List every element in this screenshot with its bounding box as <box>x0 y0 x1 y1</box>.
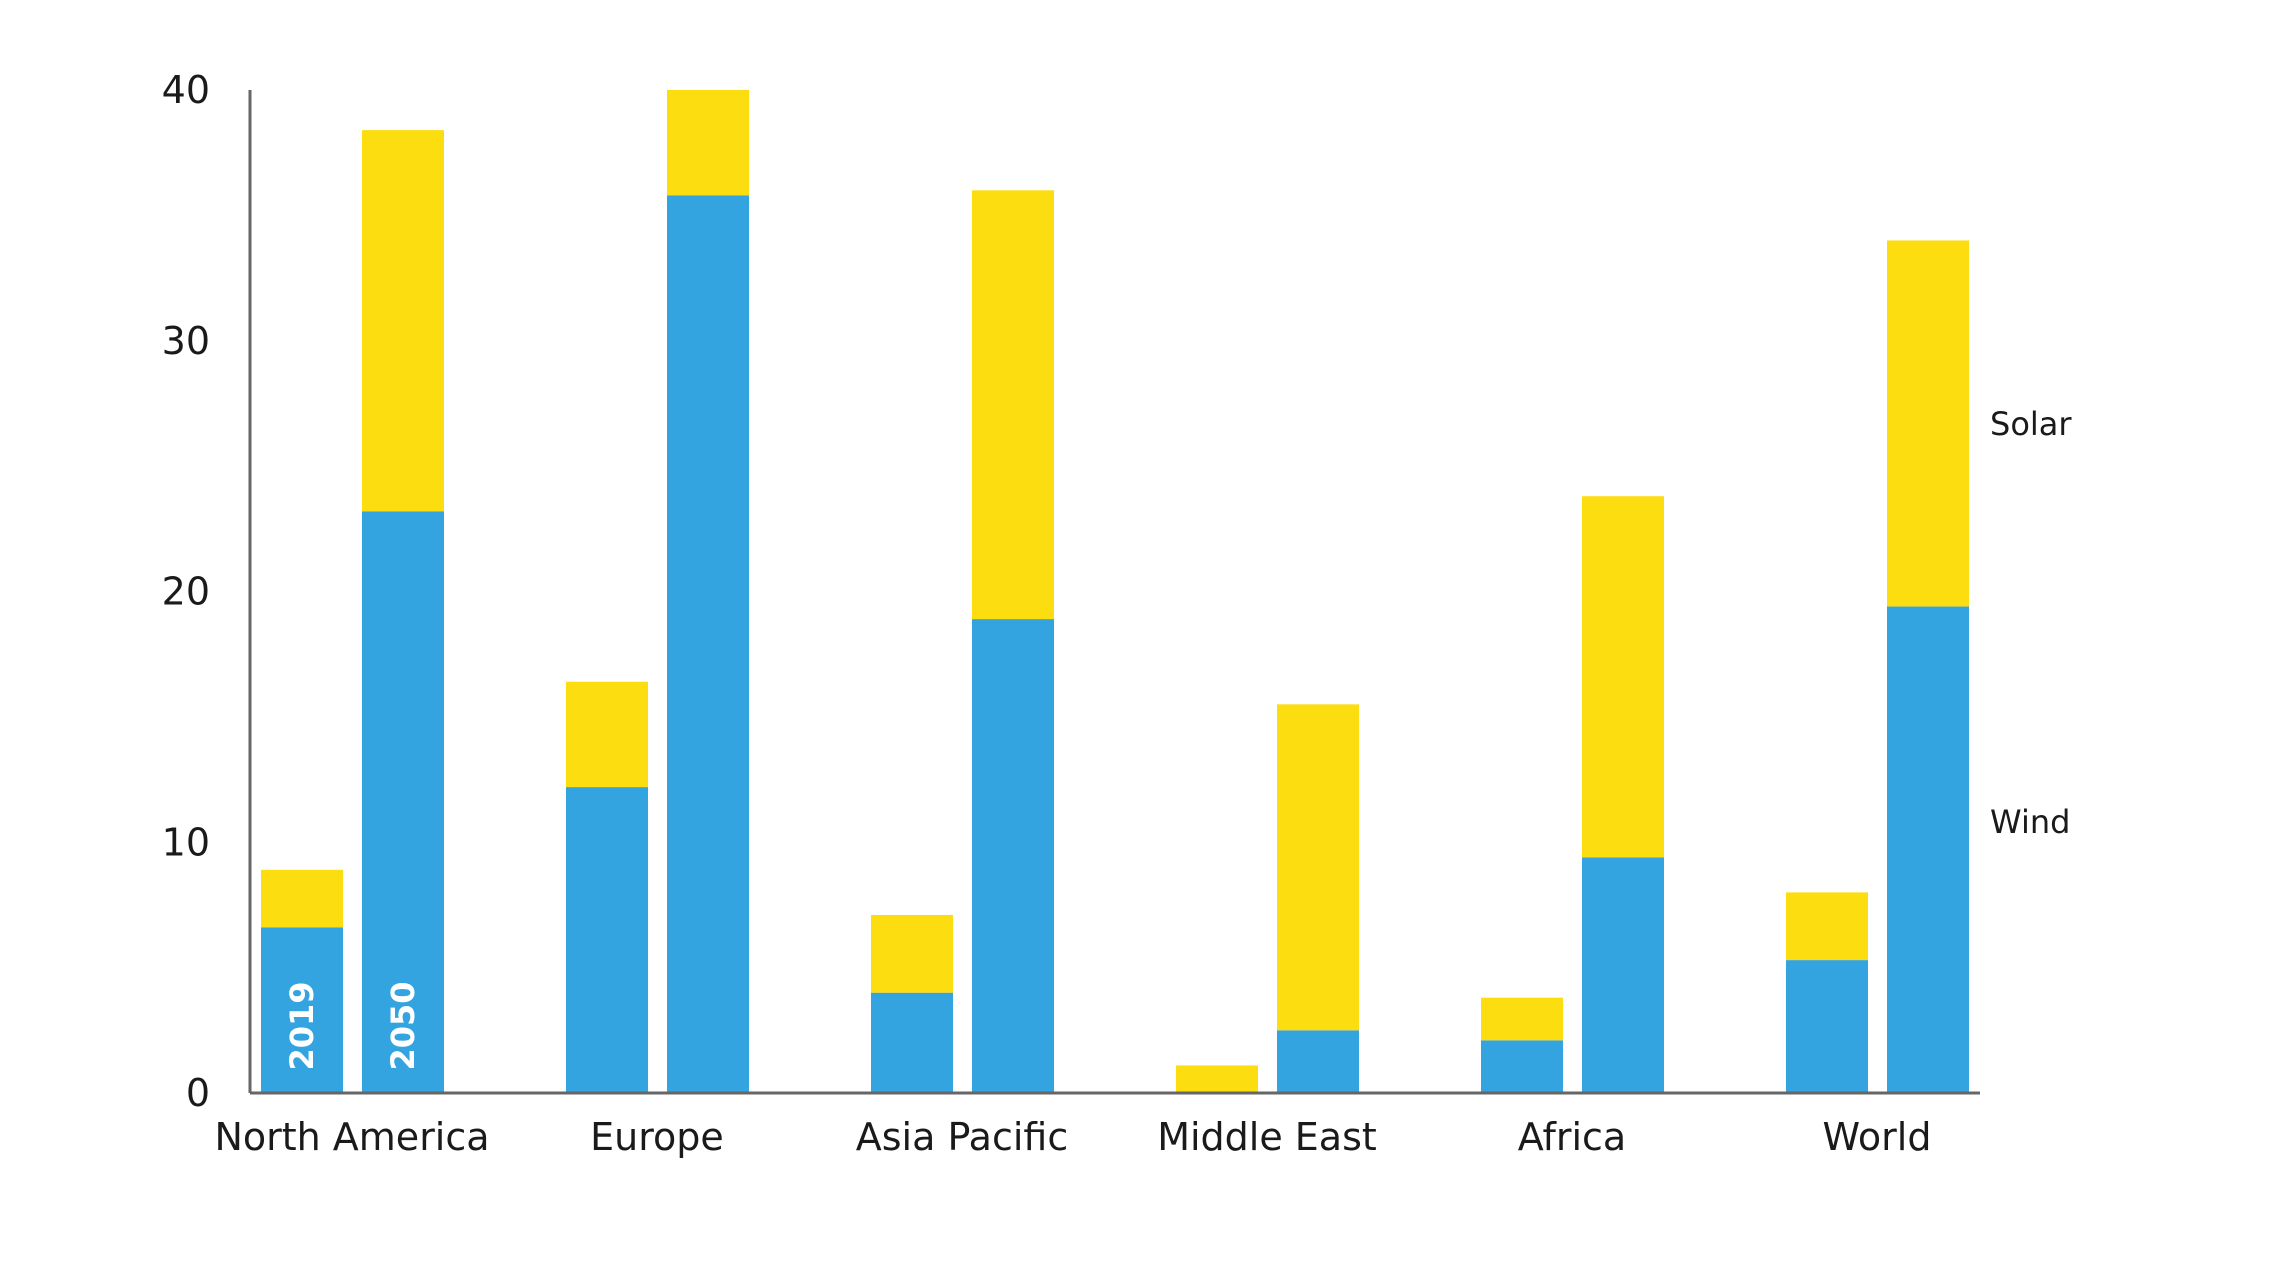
bar-solar-2019 <box>1481 997 1563 1041</box>
bar-solar-2019 <box>1176 1065 1258 1093</box>
bar-wind-2019 <box>1481 1040 1563 1093</box>
bar-wind-2050 <box>1277 1030 1359 1093</box>
bar-wind-2019 <box>871 992 953 1093</box>
category-label: World <box>1823 1115 1932 1159</box>
y-tick-label: 10 <box>162 820 210 864</box>
bar-wind-2050 <box>1887 606 1969 1093</box>
bar-solar-2050 <box>667 90 749 196</box>
category-label: Middle East <box>1157 1115 1377 1159</box>
bar-wind-2050 <box>1582 857 1664 1093</box>
category-labels: North America Europe Asia Pacific Middle Ea… <box>214 1115 1931 1159</box>
bar-solar-2050 <box>1277 704 1359 1031</box>
category-label: Africa <box>1518 1115 1626 1159</box>
bar-solar-2050 <box>362 130 444 512</box>
bar-solar-2019 <box>261 869 343 928</box>
bar-wind-2050 <box>362 511 444 1093</box>
bar-solar-2019 <box>566 681 648 788</box>
year-labels: 2019 2050 <box>283 981 422 1070</box>
y-tick-label: 0 <box>186 1071 210 1115</box>
bars-group <box>261 90 1969 1093</box>
category-label: North America <box>214 1115 489 1159</box>
series-label-wind: Wind <box>1990 803 2070 841</box>
y-tick-label: 20 <box>162 570 210 614</box>
bar-solar-2019 <box>1786 892 1868 961</box>
bar-solar-2050 <box>1887 240 1969 607</box>
bar-wind-2050 <box>667 195 749 1093</box>
year-label-2019: 2019 <box>283 981 321 1070</box>
category-label: Asia Pacific <box>856 1115 1069 1159</box>
bar-solar-2050 <box>972 190 1054 620</box>
category-label: Europe <box>590 1115 724 1159</box>
year-label-2050: 2050 <box>384 981 422 1070</box>
y-tick-labels: 0 10 20 30 40 <box>162 68 210 1115</box>
y-tick-label: 30 <box>162 319 210 363</box>
bar-wind-2019 <box>566 787 648 1093</box>
bar-wind-2050 <box>972 619 1054 1093</box>
series-label-solar: Solar <box>1990 405 2072 443</box>
bar-wind-2019 <box>261 927 343 1093</box>
bar-wind-2019 <box>1786 960 1868 1093</box>
series-labels: Wind Solar <box>1990 405 2072 841</box>
bar-solar-2050 <box>1582 496 1664 858</box>
bar-solar-2019 <box>871 914 953 993</box>
y-tick-label: 40 <box>162 68 210 112</box>
